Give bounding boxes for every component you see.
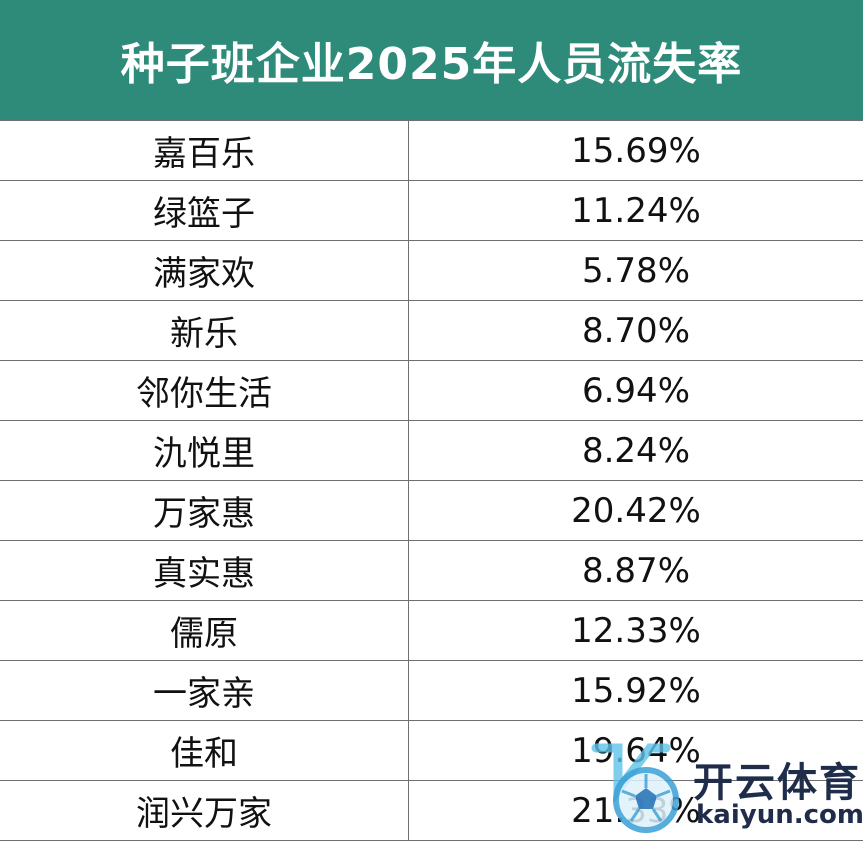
table-row: 邻你生活 6.94%: [0, 361, 863, 421]
watermark-en: kaiyun.com: [696, 800, 863, 830]
table-row: 万家惠 20.42%: [0, 481, 863, 541]
attrition-rate: 6.94%: [581, 370, 690, 411]
company-name: 氿悦里: [0, 421, 409, 480]
attrition-rate: 11.24%: [571, 190, 701, 231]
company-name: 儒原: [0, 601, 409, 660]
company-name: 满家欢: [0, 241, 409, 300]
company-name: 真实惠: [0, 541, 409, 600]
attrition-rate: 8.24%: [581, 430, 690, 471]
soccer-ball-logo-icon: [591, 743, 679, 833]
attrition-rate: 12.33%: [571, 610, 701, 651]
attrition-rate: 8.87%: [581, 550, 690, 591]
company-name: 一家亲: [0, 661, 409, 720]
attrition-rate: 15.69%: [571, 130, 701, 171]
company-name: 佳和: [0, 721, 409, 780]
attrition-rate: 8.70%: [581, 310, 690, 351]
table-row: 儒原 12.33%: [0, 601, 863, 661]
table-row: 真实惠 8.87%: [0, 541, 863, 601]
table-row: 新乐 8.70%: [0, 301, 863, 361]
attrition-rate: 15.92%: [571, 670, 701, 711]
table-title: 种子班企业2025年人员流失率: [120, 39, 743, 90]
attrition-rate: 5.78%: [581, 250, 690, 291]
attrition-rate: 20.42%: [571, 490, 701, 531]
watermark-cn: 开云体育: [693, 760, 861, 806]
table-row: 一家亲 15.92%: [0, 661, 863, 721]
company-name: 邻你生活: [0, 361, 409, 420]
company-name: 嘉百乐: [0, 121, 409, 180]
company-name: 绿篮子: [0, 181, 409, 240]
table-row: 氿悦里 8.24%: [0, 421, 863, 481]
table-row: 满家欢 5.78%: [0, 241, 863, 301]
table-header: 种子班企业2025年人员流失率: [0, 0, 863, 120]
company-name: 润兴万家: [0, 781, 409, 840]
table-row: 绿篮子 11.24%: [0, 181, 863, 241]
watermark: 开云体育 kaiyun.com: [588, 738, 863, 838]
company-name: 新乐: [0, 301, 409, 360]
table-row: 嘉百乐 15.69%: [0, 121, 863, 181]
company-name: 万家惠: [0, 481, 409, 540]
table-body: 嘉百乐 15.69% 绿篮子 11.24% 满家欢 5.78% 新乐 8.70%…: [0, 120, 863, 846]
